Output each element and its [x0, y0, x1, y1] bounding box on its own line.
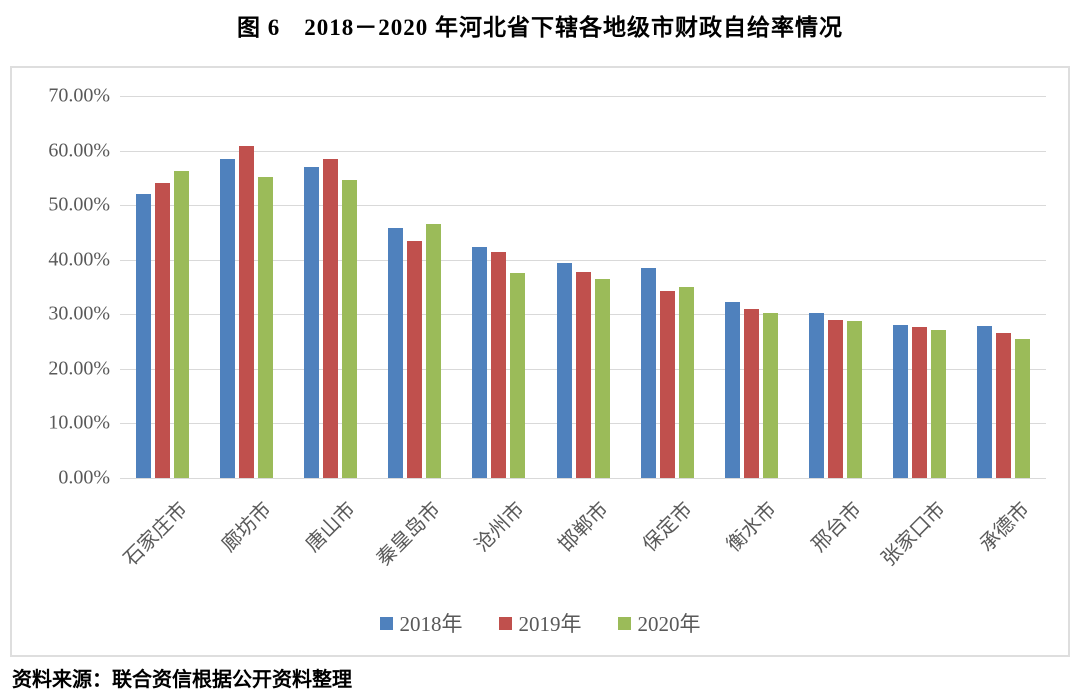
- y-tick-label: 10.00%: [48, 411, 110, 434]
- x-tick-label-承德市: 承德市: [975, 498, 1034, 557]
- bar-邢台市-2020年: [847, 320, 863, 478]
- chart-legend: 2018年 2019年 2020年: [12, 608, 1068, 638]
- legend-swatch-icon: [498, 616, 512, 630]
- bar-邯郸市-2020年: [594, 278, 610, 478]
- legend-item-2019年: 2019年: [498, 608, 582, 638]
- chart-frame: 0.00% 10.00% 20.00% 30.00% 40.00% 50.00% 60.00…: [10, 66, 1070, 657]
- x-tick-label-唐山市: 唐山市: [302, 498, 361, 557]
- bar-唐山市-2020年: [341, 179, 357, 478]
- bar-group-邯郸市: [541, 96, 625, 478]
- y-tick-label: 20.00%: [48, 357, 110, 380]
- gridline-0: [120, 478, 1046, 479]
- bar-group-廊坊市: [204, 96, 288, 478]
- bar-衡水市-2020年: [762, 312, 778, 478]
- y-tick-label: 40.00%: [48, 248, 110, 271]
- bar-邢台市-2018年: [809, 312, 825, 478]
- bar-保定市-2018年: [640, 268, 656, 478]
- bar-石家庄市-2019年: [154, 183, 170, 478]
- legend-swatch-icon: [379, 616, 393, 630]
- x-axis-labels: 石家庄市 廊坊市 唐山市 秦皇岛市 沧州市 邯郸市 保定市 衡水市 邢台市 张家口市 承德市: [120, 478, 1046, 598]
- gridline-50: [120, 205, 1046, 207]
- bar-保定市-2020年: [678, 287, 694, 478]
- x-tick-label-张家口市: 张家口市: [877, 498, 950, 571]
- bar-石家庄市-2020年: [173, 171, 189, 478]
- x-tick-label-沧州市: 沧州市: [470, 498, 529, 557]
- x-tick-label-廊坊市: 廊坊市: [218, 498, 277, 557]
- legend-label: 2020年: [637, 612, 701, 636]
- bar-石家庄市-2018年: [135, 194, 151, 478]
- bar-group-沧州市: [457, 96, 541, 478]
- bar-衡水市-2018年: [724, 302, 740, 478]
- bar-秦皇岛市-2018年: [388, 227, 404, 478]
- bar-承德市-2020年: [1015, 339, 1031, 478]
- x-tick-label-保定市: 保定市: [639, 498, 697, 557]
- bar-张家口市-2020年: [931, 330, 947, 478]
- gridline-60: [120, 150, 1046, 152]
- plot-area: 0.00% 10.00% 20.00% 30.00% 40.00% 50.00% 60.00…: [48, 85, 1046, 570]
- x-tick-label-石家庄市: 石家庄市: [119, 498, 192, 571]
- y-tick-label: 0.00%: [58, 466, 110, 489]
- bar-group-衡水市: [709, 96, 793, 478]
- bar-承德市-2018年: [977, 326, 993, 478]
- x-tick-label-邯郸市: 邯郸市: [554, 498, 613, 557]
- gridline-40: [120, 259, 1046, 261]
- bar-沧州市-2020年: [510, 273, 526, 478]
- bar-廊坊市-2019年: [238, 146, 254, 478]
- x-tick-label-衡水市: 衡水市: [723, 498, 782, 557]
- y-tick-label: 30.00%: [48, 302, 110, 325]
- y-tick-label: 70.00%: [48, 84, 110, 107]
- bar-张家口市-2018年: [893, 325, 909, 478]
- bar-group-保定市: [625, 96, 709, 478]
- legend-item-2018年: 2018年: [379, 608, 463, 638]
- bar-group-张家口市: [878, 96, 962, 478]
- bar-group-邢台市: [794, 96, 878, 478]
- legend-label: 2019年: [518, 612, 582, 636]
- bars-layer: [120, 96, 1046, 478]
- bar-承德市-2019年: [996, 332, 1012, 478]
- gridline-70: [120, 96, 1046, 97]
- bar-邯郸市-2018年: [556, 263, 572, 478]
- y-tick-label: 60.00%: [48, 139, 110, 162]
- bar-秦皇岛市-2019年: [407, 241, 423, 478]
- bar-邯郸市-2019年: [575, 272, 591, 478]
- bar-沧州市-2019年: [491, 252, 507, 478]
- x-tick-label-邢台市: 邢台市: [807, 498, 866, 557]
- bar-保定市-2019年: [659, 290, 675, 478]
- bar-秦皇岛市-2020年: [426, 224, 442, 478]
- figure-title: 图 6 2018－2020 年河北省下辖各地级市财政自给率情况: [237, 15, 843, 40]
- legend-item-2020年: 2020年: [617, 608, 701, 638]
- bar-衡水市-2019年: [743, 308, 759, 478]
- bar-唐山市-2018年: [303, 166, 319, 478]
- bar-廊坊市-2020年: [257, 176, 273, 478]
- bar-group-石家庄市: [120, 96, 204, 478]
- legend-swatch-icon: [617, 616, 631, 630]
- source-note: 资料来源：联合资信根据公开资料整理: [12, 669, 352, 691]
- bar-group-秦皇岛市: [373, 96, 457, 478]
- bar-group-唐山市: [288, 96, 372, 478]
- bar-廊坊市-2018年: [219, 159, 235, 478]
- x-tick-label-秦皇岛市: 秦皇岛市: [372, 498, 445, 571]
- bar-沧州市-2018年: [472, 247, 488, 478]
- legend-label: 2018年: [399, 612, 463, 636]
- bar-唐山市-2019年: [322, 159, 338, 478]
- bar-张家口市-2019年: [912, 327, 928, 478]
- y-tick-label: 50.00%: [48, 193, 110, 216]
- bar-group-承德市: [962, 96, 1046, 478]
- bar-邢台市-2019年: [828, 319, 844, 478]
